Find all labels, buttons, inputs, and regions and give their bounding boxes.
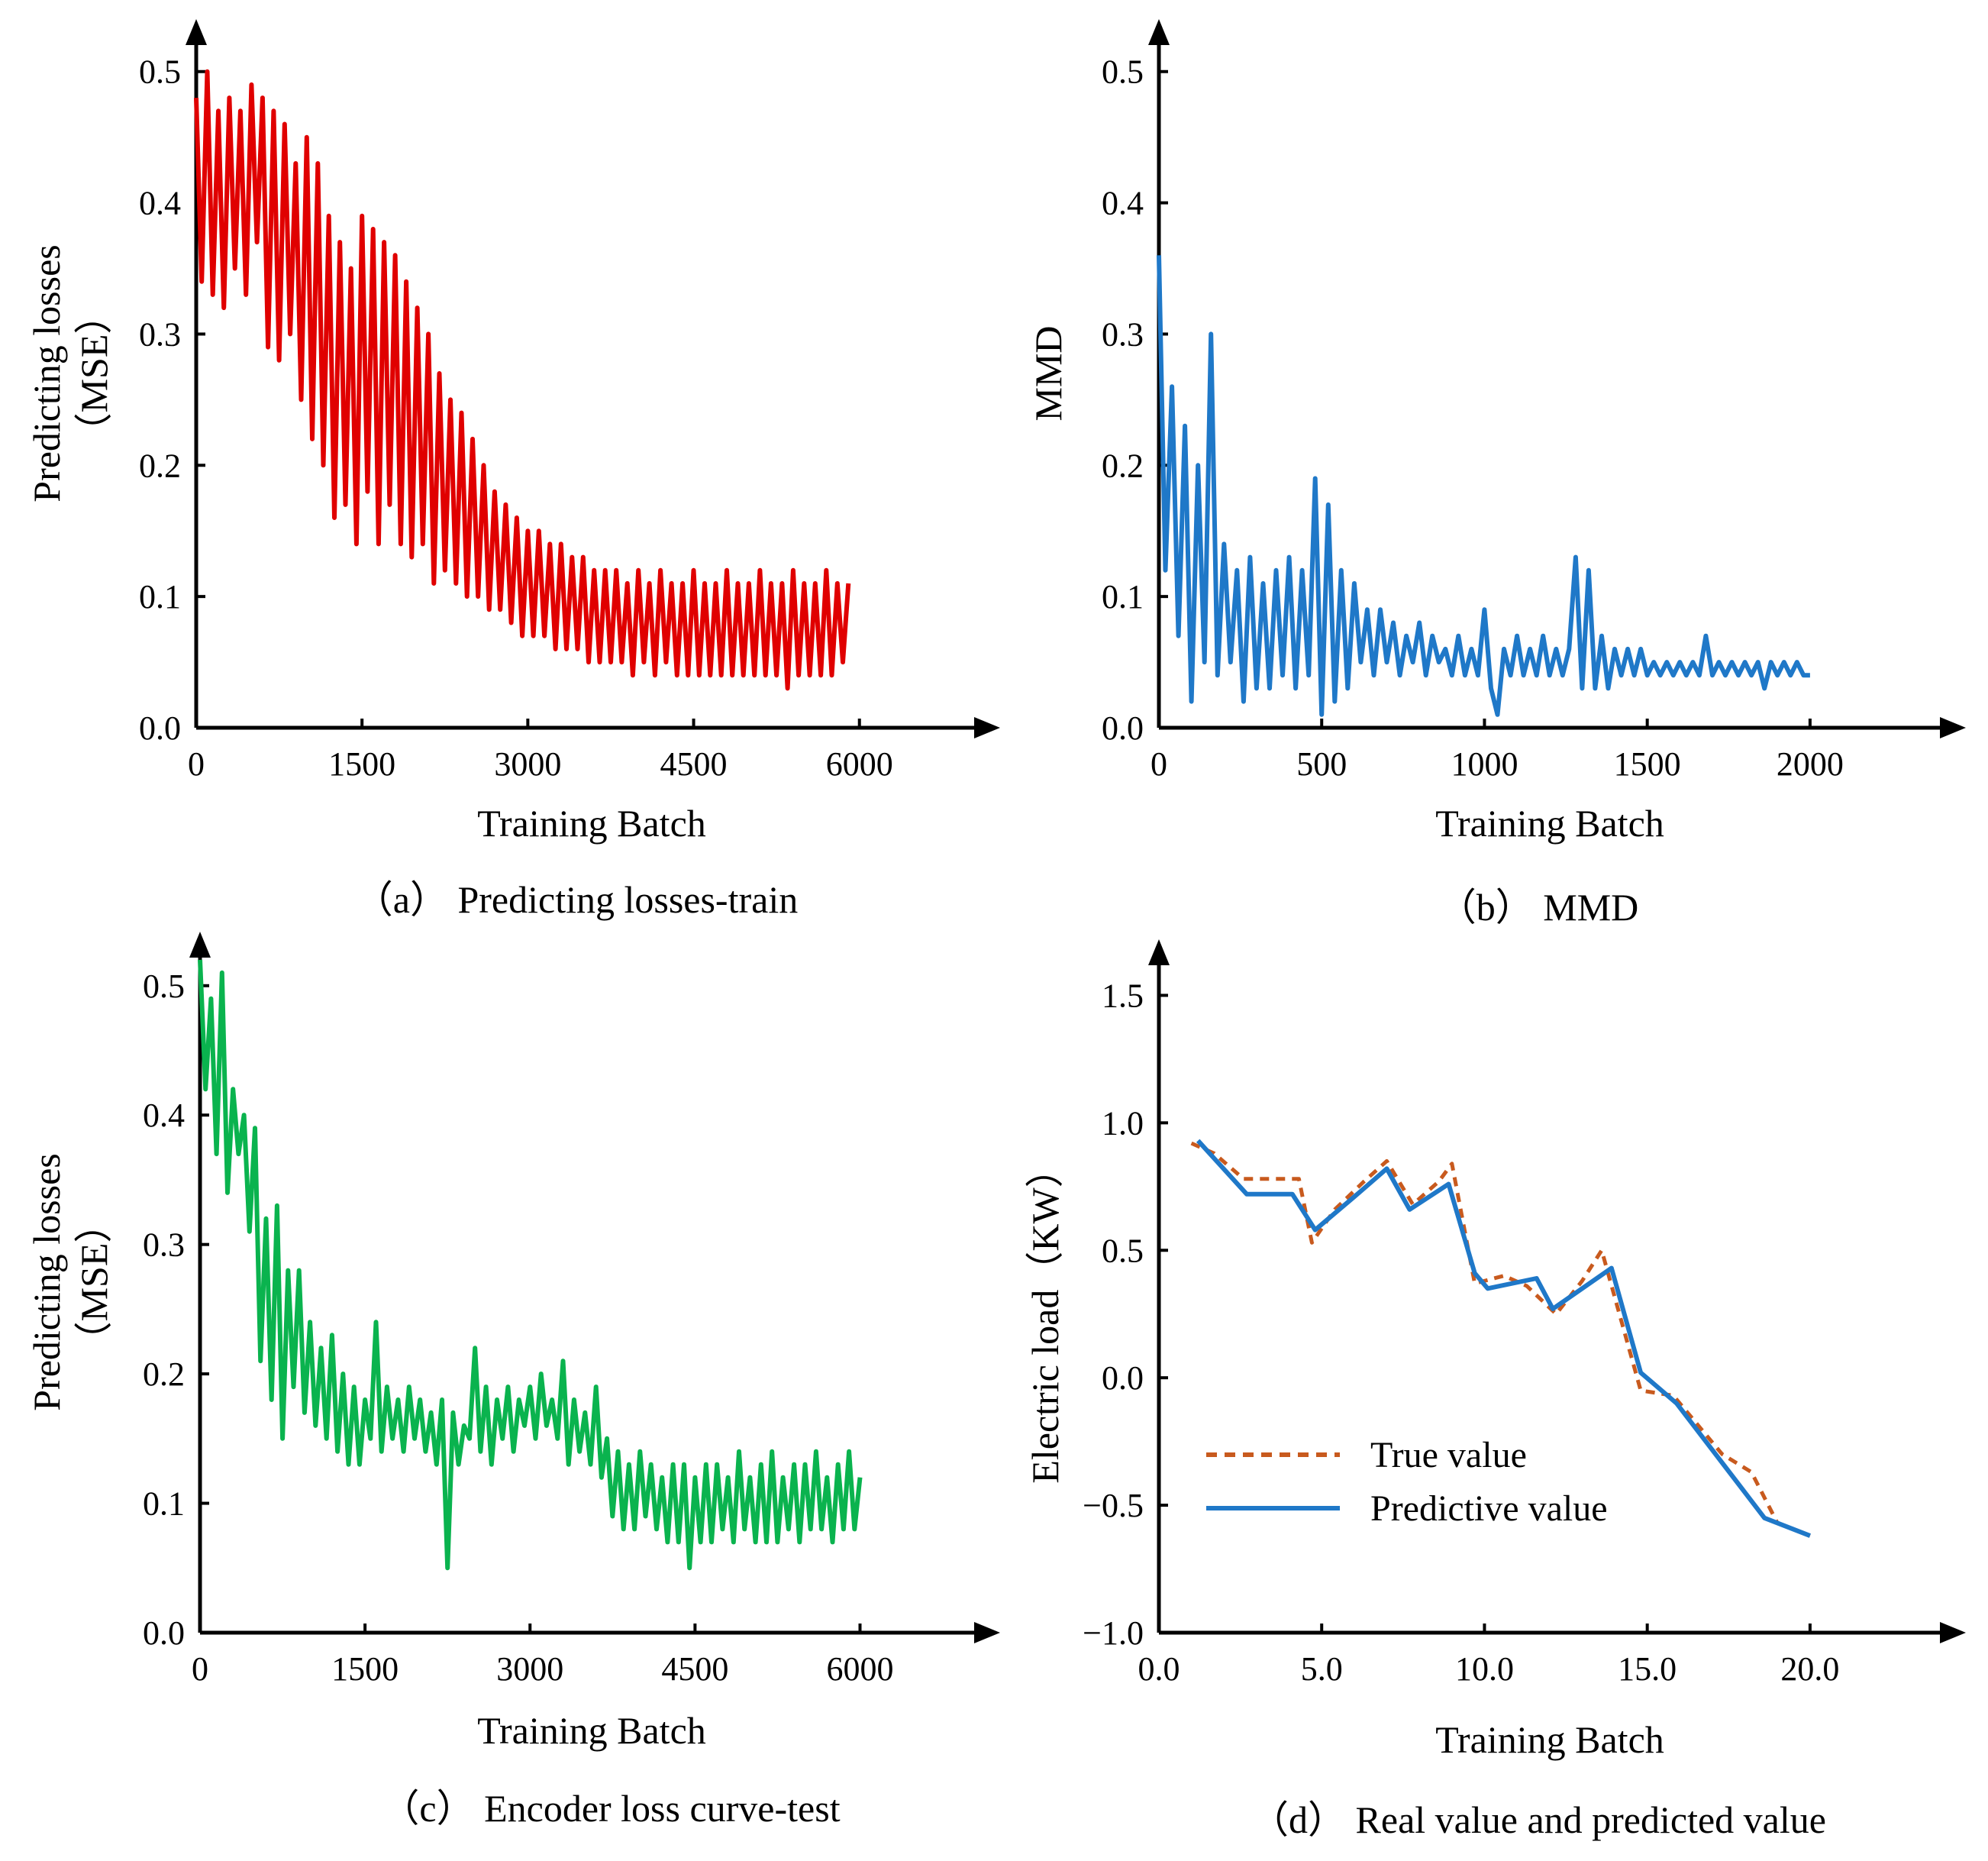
y-axis-arrow-icon: [1148, 939, 1170, 965]
y-tick-label: 0.2: [143, 1355, 185, 1393]
x-tick-label: 500: [1296, 745, 1347, 783]
y-tick-label: 0.1: [139, 578, 181, 615]
panel-caption: （a） Predicting losses-train: [355, 878, 798, 921]
y-tick-label: 0.3: [1102, 315, 1144, 353]
x-tick-label: 1000: [1451, 745, 1518, 783]
x-tick-label: 4500: [661, 1650, 728, 1688]
legend-label: Predictive value: [1370, 1488, 1608, 1529]
y-tick-label: 0.3: [139, 315, 181, 353]
panel-a: 0 1500 3000 4500 6000 0.0 0.1 0.2 0.3 0.4 0.5 Train…: [25, 19, 1000, 921]
x-tick-label: 0: [188, 745, 205, 783]
x-tick-label: 1500: [331, 1650, 399, 1688]
y-tick-label: 0.4: [143, 1097, 185, 1134]
x-axis-title: Training Batch: [477, 1709, 706, 1752]
series-line-b: [1157, 255, 1810, 717]
series-line-true-value: [1190, 1141, 1811, 1538]
x-axis-arrow-icon: [1940, 717, 1966, 738]
x-tick-label: 20.0: [1780, 1650, 1839, 1688]
y-axis-arrow-icon: [186, 19, 207, 45]
panel-b: 0 500 1000 1500 2000 0.0 0.1 0.2 0.3 0.4 0.5 Traini…: [1027, 19, 1966, 929]
y-tick-label: −0.5: [1083, 1487, 1144, 1524]
legend: True value Predictive value: [1206, 1435, 1608, 1529]
x-axis-arrow-icon: [974, 717, 1000, 738]
x-tick-label: 5.0: [1301, 1650, 1343, 1688]
x-tick-label: 6000: [826, 745, 893, 783]
x-axis-arrow-icon: [1940, 1622, 1966, 1643]
y-tick-label: 0.2: [139, 447, 181, 484]
y-axis-title: Predicting losses: [25, 244, 68, 502]
x-axis-title: Training Batch: [1435, 802, 1664, 845]
y-tick-label: 0.5: [139, 53, 181, 91]
legend-label: True value: [1370, 1435, 1527, 1475]
panel-caption: （b） MMD: [1438, 886, 1639, 929]
y-tick-label: 0.5: [1102, 1232, 1144, 1269]
y-axis-title: Predicting losses: [25, 1153, 68, 1410]
x-tick-label: 1500: [328, 745, 395, 783]
panel-caption: （c） Encoder loss curve-test: [381, 1787, 840, 1830]
y-tick-label: 0.1: [143, 1485, 185, 1523]
y-tick-label: 0.2: [1102, 447, 1144, 484]
x-tick-label: 4500: [660, 745, 728, 783]
y-tick-label: 0.0: [1102, 709, 1144, 747]
x-tick-label: 3000: [494, 745, 561, 783]
y-tick-label: 0.5: [1102, 53, 1144, 91]
y-tick-label: −1.0: [1083, 1614, 1144, 1652]
series-line-a: [194, 69, 851, 691]
x-axis-arrow-icon: [974, 1622, 1000, 1643]
series-line-predictive-value: [1196, 1139, 1811, 1538]
x-tick-label: 6000: [827, 1650, 894, 1688]
x-tick-label: 3000: [496, 1650, 563, 1688]
panel-d: 0.0 5.0 10.0 15.0 20.0 −1.0 −0.5 0.0 0.5 1.0 1.5 Tr…: [1024, 939, 1966, 1841]
y-tick-label: 0.5: [143, 968, 185, 1005]
y-tick-label: 0.4: [139, 185, 181, 222]
x-axis-title: Training Batch: [1435, 1718, 1664, 1761]
x-tick-label: 2000: [1777, 745, 1844, 783]
x-tick-label: 10.0: [1455, 1650, 1514, 1688]
y-tick-label: 0.4: [1102, 185, 1144, 222]
y-axis-unit: （MSE）: [73, 1205, 115, 1360]
y-axis-title: Electric load（KW）: [1024, 1149, 1067, 1483]
y-tick-label: 0.1: [1102, 578, 1144, 615]
x-tick-label: 0: [1151, 745, 1167, 783]
panel-caption: （d） Real value and predicted value: [1251, 1798, 1826, 1841]
x-axis-title: Training Batch: [477, 802, 706, 845]
y-axis-arrow-icon: [1148, 19, 1170, 45]
y-tick-label: 0.0: [1102, 1359, 1144, 1397]
y-axis-arrow-icon: [189, 932, 211, 958]
x-tick-label: 0.0: [1138, 1650, 1180, 1688]
x-tick-label: 15.0: [1618, 1650, 1677, 1688]
y-axis-unit: （MSE）: [73, 296, 115, 451]
x-tick-label: 1500: [1614, 745, 1681, 783]
series-line-c: [198, 959, 863, 1571]
y-tick-label: 0.3: [143, 1226, 185, 1264]
y-axis-title: MMD: [1027, 325, 1070, 421]
panel-c: 0 1500 3000 4500 6000 0.0 0.1 0.2 0.3 0.4 0.5 Train…: [25, 932, 1000, 1830]
y-tick-label: 0.0: [139, 709, 181, 747]
y-tick-label: 1.5: [1102, 977, 1144, 1014]
x-tick-label: 0: [192, 1650, 208, 1688]
y-tick-label: 0.0: [143, 1614, 185, 1652]
y-tick-label: 1.0: [1102, 1104, 1144, 1142]
